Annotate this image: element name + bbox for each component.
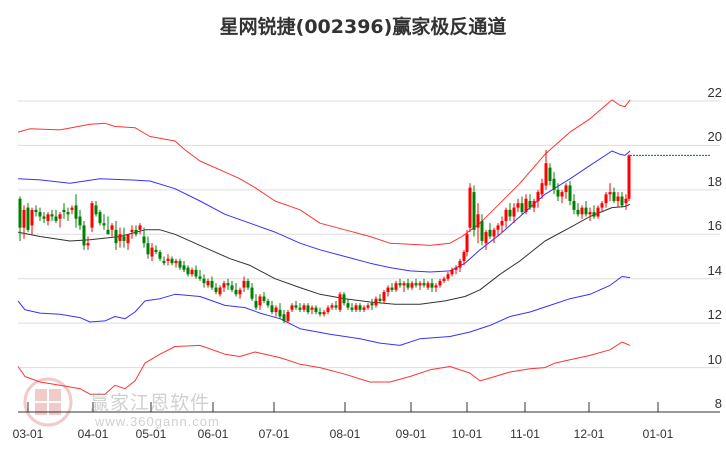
y-tick-label: 8 [714, 396, 722, 411]
x-tick-label: 11-01 [510, 427, 540, 441]
y-tick-label: 14 [707, 262, 722, 278]
x-axis [18, 402, 720, 413]
x-tick-label: 01-01 [642, 427, 674, 441]
x-tick-label: 05-01 [135, 427, 167, 441]
y-tick-label: 20 [707, 129, 722, 145]
x-tick-label: 04-01 [77, 427, 109, 441]
y-tick-label: 16 [707, 218, 722, 234]
x-tick-label: 03-01 [12, 427, 44, 441]
lower_outer-line [17, 341, 631, 395]
watermark-brand: 赢家江恩软件 [90, 392, 211, 414]
upper_inner-line [17, 150, 631, 273]
x-tick-label: 10-01 [451, 427, 483, 441]
channel-bands [17, 99, 631, 395]
y-tick-label: 10 [707, 351, 722, 367]
y-tick-label: 12 [707, 307, 722, 323]
y-tick-label: 18 [707, 173, 722, 189]
candlesticks [18, 149, 631, 324]
grid-lines [18, 100, 720, 369]
middle-line [17, 203, 631, 305]
upper_outer-line [17, 99, 631, 246]
x-tick-label: 07-01 [258, 427, 290, 441]
chart-title: 星网锐捷(002396)赢家极反通道 [219, 16, 507, 38]
x-tick-label: 08-01 [329, 427, 361, 441]
watermark-logo-icon [23, 377, 73, 427]
x-tick-label: 12-01 [573, 427, 605, 441]
x-tick-label: 09-01 [395, 427, 427, 441]
x-tick-label: 06-01 [197, 427, 229, 441]
y-tick-label: 22 [707, 85, 722, 100]
watermark-url: www.360gann.com [95, 414, 220, 429]
